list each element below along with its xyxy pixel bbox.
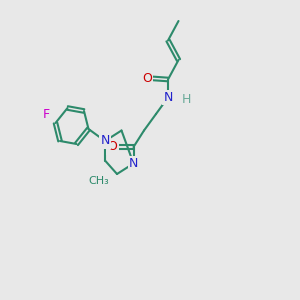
Text: O: O (108, 140, 117, 154)
Text: CH₃: CH₃ (87, 175, 111, 188)
Text: F: F (43, 107, 50, 121)
Text: N: N (100, 134, 110, 148)
Text: N: N (129, 157, 138, 170)
Text: CH₃: CH₃ (88, 176, 110, 187)
Text: H: H (181, 93, 191, 106)
Text: O: O (142, 71, 152, 85)
Text: N: N (163, 91, 173, 104)
